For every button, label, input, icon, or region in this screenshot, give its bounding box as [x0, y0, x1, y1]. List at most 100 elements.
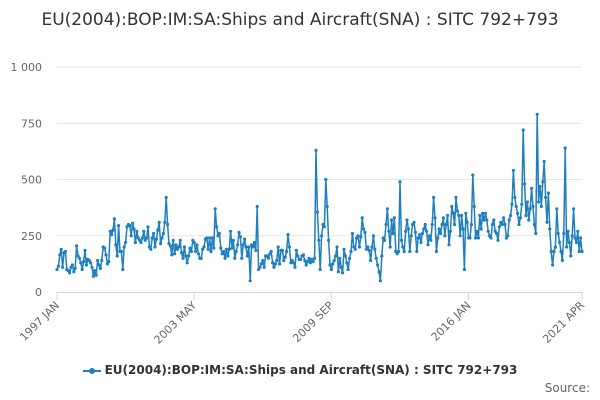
data-point[interactable]	[105, 262, 109, 266]
data-point[interactable]	[537, 200, 541, 204]
data-point[interactable]	[483, 211, 487, 215]
data-point[interactable]	[546, 191, 551, 195]
data-point[interactable]	[247, 245, 251, 249]
data-point[interactable]	[462, 267, 466, 272]
data-point[interactable]	[434, 249, 438, 254]
data-point[interactable]	[276, 245, 280, 249]
legend[interactable]: EU(2004):BOP:IM:SA:Ships and Aircraft(SN…	[0, 363, 600, 377]
data-point[interactable]	[418, 233, 422, 237]
data-point[interactable]	[569, 254, 573, 258]
data-point[interactable]	[261, 258, 265, 263]
data-point[interactable]	[301, 253, 305, 257]
data-point[interactable]	[131, 221, 135, 225]
data-point[interactable]	[111, 228, 115, 232]
data-point[interactable]	[248, 279, 252, 283]
data-point[interactable]	[273, 262, 277, 266]
data-point[interactable]	[362, 227, 366, 231]
data-point[interactable]	[425, 229, 429, 233]
data-point[interactable]	[413, 230, 417, 234]
data-point[interactable]	[315, 210, 319, 214]
data-point[interactable]	[353, 247, 357, 251]
data-point[interactable]	[280, 248, 284, 252]
data-point[interactable]	[182, 245, 186, 249]
data-point[interactable]	[461, 227, 465, 231]
data-point[interactable]	[265, 254, 269, 258]
data-point[interactable]	[70, 263, 74, 267]
data-point[interactable]	[534, 231, 538, 236]
data-point[interactable]	[94, 273, 98, 277]
data-point[interactable]	[460, 213, 464, 218]
data-point[interactable]	[184, 254, 188, 258]
data-point[interactable]	[521, 128, 525, 132]
data-point[interactable]	[377, 270, 381, 274]
data-point[interactable]	[69, 265, 73, 269]
data-point[interactable]	[156, 228, 160, 232]
data-point[interactable]	[339, 265, 343, 269]
data-point[interactable]	[455, 209, 459, 213]
data-point[interactable]	[117, 224, 121, 228]
data-point[interactable]	[55, 267, 59, 272]
data-point[interactable]	[426, 243, 430, 247]
data-point[interactable]	[560, 258, 565, 263]
data-point[interactable]	[307, 256, 311, 260]
data-point[interactable]	[212, 246, 216, 250]
data-point[interactable]	[402, 249, 406, 254]
data-point[interactable]	[429, 238, 433, 242]
data-point[interactable]	[219, 246, 223, 250]
data-point[interactable]	[271, 261, 275, 265]
data-point[interactable]	[149, 247, 153, 251]
data-point[interactable]	[314, 148, 318, 152]
data-point[interactable]	[479, 227, 483, 231]
data-point[interactable]	[129, 234, 133, 238]
data-point[interactable]	[324, 177, 328, 182]
data-point[interactable]	[401, 245, 405, 249]
data-point[interactable]	[282, 258, 286, 263]
data-point[interactable]	[76, 254, 80, 258]
data-point[interactable]	[367, 248, 371, 252]
data-point[interactable]	[241, 243, 245, 247]
data-point[interactable]	[458, 234, 462, 238]
data-point[interactable]	[153, 245, 157, 249]
data-point[interactable]	[513, 195, 517, 200]
data-point[interactable]	[548, 227, 552, 231]
data-point[interactable]	[545, 220, 549, 224]
data-point[interactable]	[341, 271, 345, 275]
data-point[interactable]	[226, 254, 230, 258]
data-point[interactable]	[397, 249, 401, 254]
data-point[interactable]	[251, 245, 255, 249]
data-point[interactable]	[311, 260, 315, 264]
data-point[interactable]	[258, 265, 262, 269]
data-point[interactable]	[380, 254, 384, 258]
data-point[interactable]	[492, 218, 496, 222]
data-point[interactable]	[208, 236, 212, 240]
data-point[interactable]	[286, 233, 290, 237]
data-point[interactable]	[154, 237, 158, 241]
data-point[interactable]	[538, 184, 542, 188]
data-point[interactable]	[213, 207, 217, 211]
data-point[interactable]	[206, 247, 210, 251]
data-point[interactable]	[244, 245, 248, 249]
data-point[interactable]	[222, 249, 226, 254]
data-point[interactable]	[430, 222, 434, 227]
data-point[interactable]	[150, 236, 154, 240]
data-point[interactable]	[444, 222, 448, 227]
data-point[interactable]	[196, 252, 200, 256]
data-point[interactable]	[436, 236, 440, 240]
data-point[interactable]	[93, 269, 97, 273]
data-point[interactable]	[331, 262, 335, 266]
data-point[interactable]	[457, 213, 461, 218]
data-point[interactable]	[527, 218, 531, 222]
data-point[interactable]	[58, 253, 62, 257]
data-point[interactable]	[345, 261, 349, 265]
data-point[interactable]	[423, 222, 427, 227]
data-point[interactable]	[525, 200, 530, 204]
data-point[interactable]	[135, 229, 139, 233]
data-point[interactable]	[98, 266, 102, 270]
data-point[interactable]	[544, 195, 548, 200]
data-point[interactable]	[77, 256, 81, 260]
data-point[interactable]	[178, 238, 182, 242]
data-point[interactable]	[254, 248, 258, 252]
data-point[interactable]	[170, 253, 174, 257]
data-point[interactable]	[237, 230, 241, 234]
data-point[interactable]	[574, 240, 579, 245]
